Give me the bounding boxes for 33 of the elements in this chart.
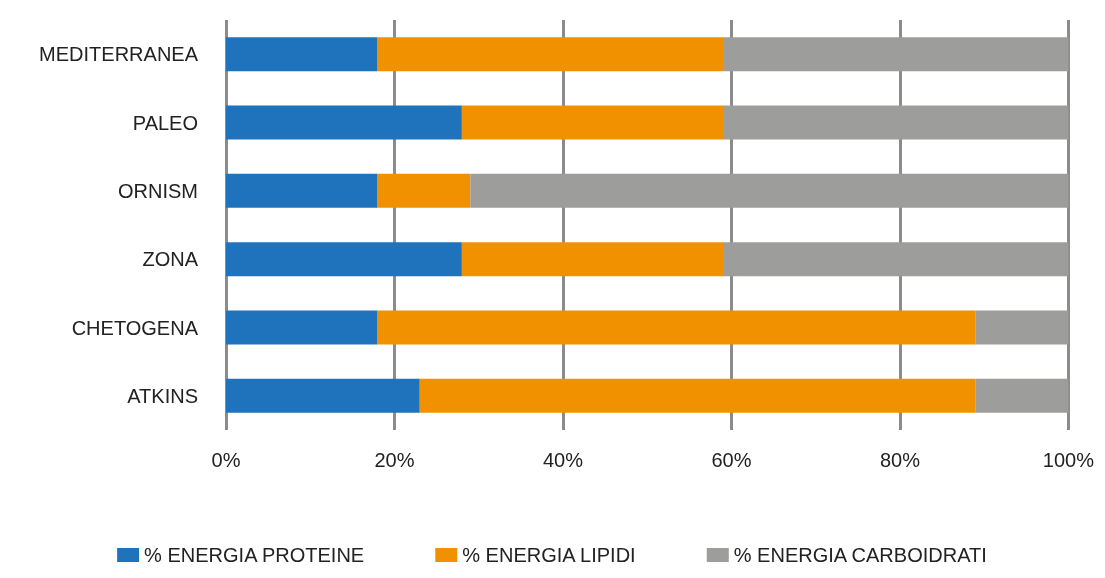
x-tick-label: 60%	[711, 449, 752, 471]
bar	[419, 378, 976, 413]
legend-label: % ENERGIA PROTEINE	[144, 544, 365, 566]
x-tick-label: 100%	[1042, 449, 1095, 471]
y-tick-label: ATKINS	[127, 384, 198, 407]
bar	[226, 310, 378, 345]
bar	[226, 37, 378, 72]
bar	[226, 105, 462, 140]
bar	[226, 378, 420, 413]
y-tick-label: ORNISM	[118, 179, 198, 202]
x-tick-label: 80%	[879, 449, 921, 471]
bar	[723, 37, 1069, 72]
y-tick-label: MEDITERRANEA	[39, 43, 199, 66]
bar	[226, 242, 462, 277]
bar	[975, 378, 1069, 413]
x-tick-label: 0%	[211, 449, 241, 471]
legend-label: % ENERGIA LIPIDI	[462, 544, 636, 566]
legend-label: % ENERGIA CARBOIDRATI	[733, 544, 987, 566]
bar	[461, 105, 724, 140]
y-tick-label: ZONA	[142, 248, 199, 271]
bar	[461, 242, 724, 277]
y-tick-label: PALEO	[132, 111, 198, 134]
bar	[470, 173, 1069, 208]
bar	[723, 242, 1069, 277]
y-tick-label: CHETOGENA	[71, 316, 199, 339]
bar	[975, 310, 1069, 345]
bar	[723, 105, 1069, 140]
bar	[377, 37, 724, 72]
bar	[377, 173, 471, 208]
bar	[226, 173, 378, 208]
x-tick-label: 20%	[374, 449, 415, 471]
x-tick-label: 40%	[542, 449, 584, 471]
bar	[377, 310, 976, 345]
